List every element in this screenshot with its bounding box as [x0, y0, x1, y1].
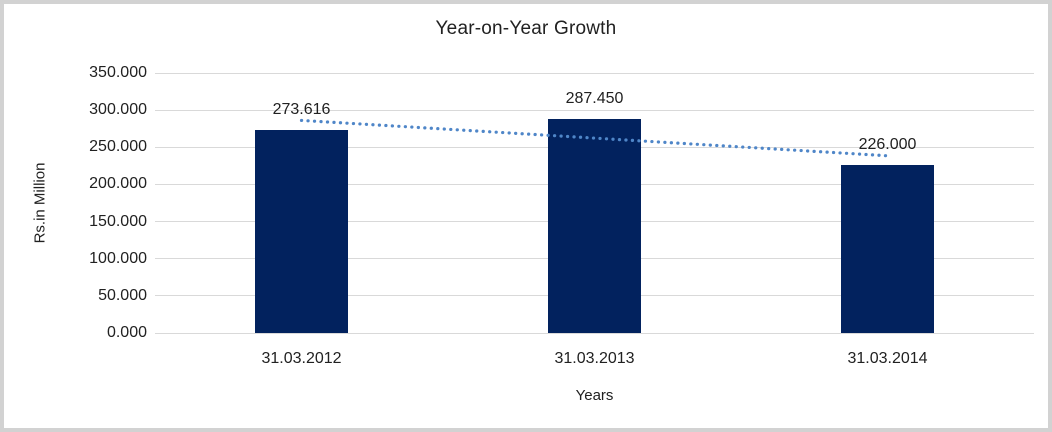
x-tick-label: 31.03.2014 [847, 350, 928, 367]
gridline [155, 72, 1034, 74]
year-on-year-growth-chart: Year-on-Year Growth Rs.in Million 0.000 5… [4, 4, 1048, 428]
bar-value-label: 287.450 [565, 90, 624, 108]
y-tick-label: 350.000 [89, 64, 147, 81]
bar-value-label: 226.000 [858, 136, 917, 154]
gridline [155, 109, 1034, 111]
x-tick-label: 31.03.2012 [261, 350, 342, 367]
y-tick-label: 300.000 [89, 101, 147, 119]
plot-area [155, 72, 1034, 334]
bar-31.03.2013 [548, 119, 641, 333]
y-tick-label: 0.000 [106, 324, 147, 341]
x-tick-label: 31.03.2013 [554, 350, 635, 367]
x-axis-title: Years [575, 387, 614, 404]
y-tick-label: 50.000 [98, 286, 147, 304]
bar-value-label: 273.616 [272, 100, 331, 118]
chart-title: Year-on-Year Growth [435, 18, 617, 39]
x-axis-line [155, 332, 1034, 334]
y-tick-label: 200.000 [89, 175, 147, 193]
y-tick-label: 100.000 [89, 249, 147, 267]
bar-31.03.2012 [255, 129, 348, 333]
y-tick-label: 250.000 [89, 138, 147, 156]
bar-31.03.2014 [841, 165, 934, 333]
y-tick-label: 150.000 [89, 212, 147, 230]
